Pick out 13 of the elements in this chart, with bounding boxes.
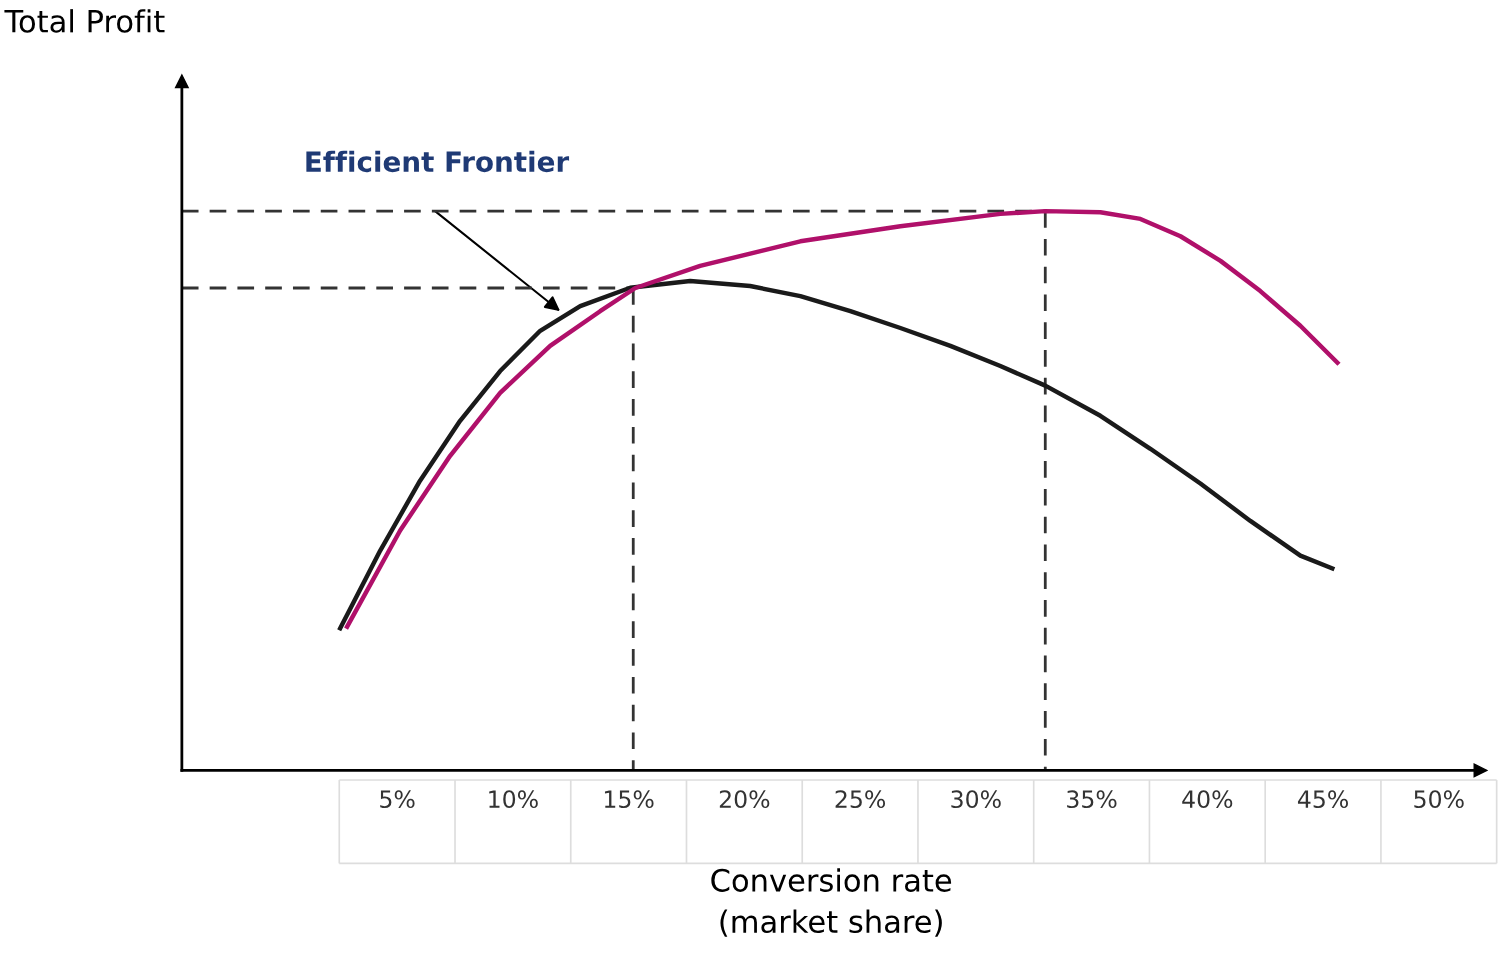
- x-tick-label: 35%: [1067, 790, 1117, 809]
- x-tick-label: 25%: [835, 790, 886, 809]
- x-tick-label: 20%: [719, 790, 770, 809]
- text: Efficient Frontier: [306, 150, 570, 173]
- x-axis-title: Conversion rate (market share): [711, 868, 952, 937]
- x-tick-label: 40%: [1182, 790, 1233, 809]
- x-tick-label: 50%: [1414, 790, 1464, 809]
- x-tick-label: 30%: [951, 790, 1001, 809]
- x-tick-label: 5%: [380, 790, 415, 809]
- x-tick-label: 15%: [604, 790, 654, 809]
- x-tick-label: 10%: [489, 790, 538, 809]
- text: Total Profit: [4, 9, 165, 33]
- x-tick-label: 45%: [1297, 790, 1348, 809]
